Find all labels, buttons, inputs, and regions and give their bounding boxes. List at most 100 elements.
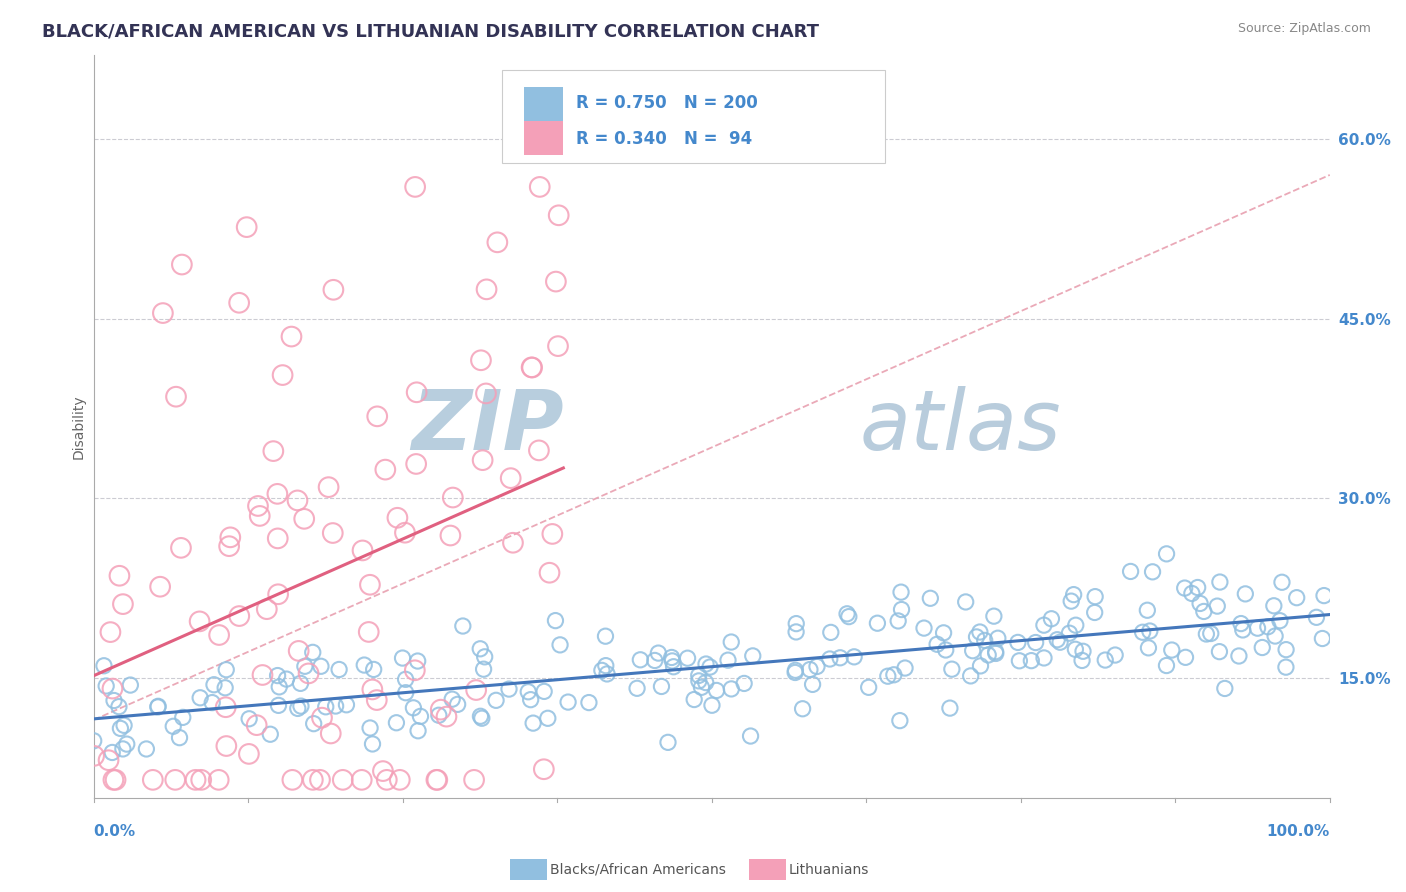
Point [785, 663, 807, 677]
Point [357, 624, 380, 639]
Point [527, 443, 550, 458]
Point [498, 682, 520, 697]
Point [142, 772, 165, 787]
Point [280, 329, 302, 343]
Point [190, 772, 212, 787]
Point [405, 457, 427, 471]
Point [533, 684, 555, 698]
Point [785, 624, 807, 639]
Point [409, 709, 432, 723]
Point [350, 772, 373, 787]
Point [266, 668, 288, 682]
Text: R = 0.340   N =  94: R = 0.340 N = 94 [575, 130, 752, 148]
Point [1132, 625, 1154, 640]
Point [799, 663, 821, 677]
Point [266, 487, 288, 501]
Point [720, 681, 742, 696]
Point [1305, 610, 1327, 624]
Point [1046, 632, 1069, 647]
Point [557, 695, 579, 709]
Point [188, 690, 211, 705]
Point [657, 735, 679, 749]
Point [1263, 599, 1285, 613]
Point [717, 653, 740, 667]
Point [475, 386, 498, 401]
Point [353, 658, 375, 673]
Point [146, 700, 169, 714]
Point [688, 673, 710, 688]
Point [294, 659, 316, 673]
Point [987, 631, 1010, 645]
Point [538, 566, 561, 580]
Point [318, 480, 340, 494]
Point [108, 699, 131, 714]
Point [1246, 621, 1268, 635]
Point [1025, 635, 1047, 649]
Point [172, 710, 194, 724]
Point [548, 638, 571, 652]
Point [519, 692, 541, 706]
Point [170, 258, 193, 272]
Point [97, 753, 120, 767]
Point [103, 693, 125, 707]
Point [262, 444, 284, 458]
Point [647, 646, 669, 660]
Point [441, 692, 464, 706]
Point [1275, 642, 1298, 657]
Point [83, 733, 105, 747]
Point [101, 681, 124, 696]
Point [290, 676, 312, 690]
Point [830, 650, 852, 665]
Point [1063, 588, 1085, 602]
Point [533, 762, 555, 776]
Point [1189, 597, 1212, 611]
Point [325, 699, 347, 714]
Point [547, 208, 569, 222]
Point [1021, 654, 1043, 668]
Point [472, 662, 495, 676]
Point [152, 306, 174, 320]
Point [252, 668, 274, 682]
Point [838, 609, 860, 624]
Text: Lithuanians: Lithuanians [789, 863, 869, 877]
Point [359, 721, 381, 735]
Point [404, 180, 426, 194]
Point [1064, 618, 1087, 632]
Point [208, 628, 231, 642]
Point [676, 651, 699, 665]
Point [1136, 603, 1159, 617]
Point [104, 772, 127, 787]
FancyBboxPatch shape [524, 121, 564, 155]
Point [876, 669, 898, 683]
Point [446, 698, 468, 712]
Point [290, 699, 312, 714]
Point [1139, 624, 1161, 638]
Point [366, 409, 388, 424]
Point [1060, 594, 1083, 608]
Point [385, 715, 408, 730]
Point [165, 390, 187, 404]
Text: ZIP: ZIP [411, 386, 564, 467]
Point [471, 711, 494, 725]
Point [1049, 635, 1071, 649]
Point [626, 681, 648, 696]
Point [238, 747, 260, 761]
Point [1104, 648, 1126, 662]
Point [228, 295, 250, 310]
Point [1174, 650, 1197, 665]
Point [406, 654, 429, 668]
Point [1192, 604, 1215, 618]
Point [465, 683, 488, 698]
Point [335, 698, 357, 712]
Point [111, 597, 134, 611]
Point [650, 680, 672, 694]
Point [1206, 599, 1229, 614]
Point [436, 709, 458, 723]
Point [596, 667, 619, 681]
Text: atlas: atlas [860, 386, 1062, 467]
Point [1268, 614, 1291, 628]
Point [973, 633, 995, 648]
Point [404, 663, 426, 677]
Point [470, 353, 492, 368]
Point [471, 453, 494, 467]
